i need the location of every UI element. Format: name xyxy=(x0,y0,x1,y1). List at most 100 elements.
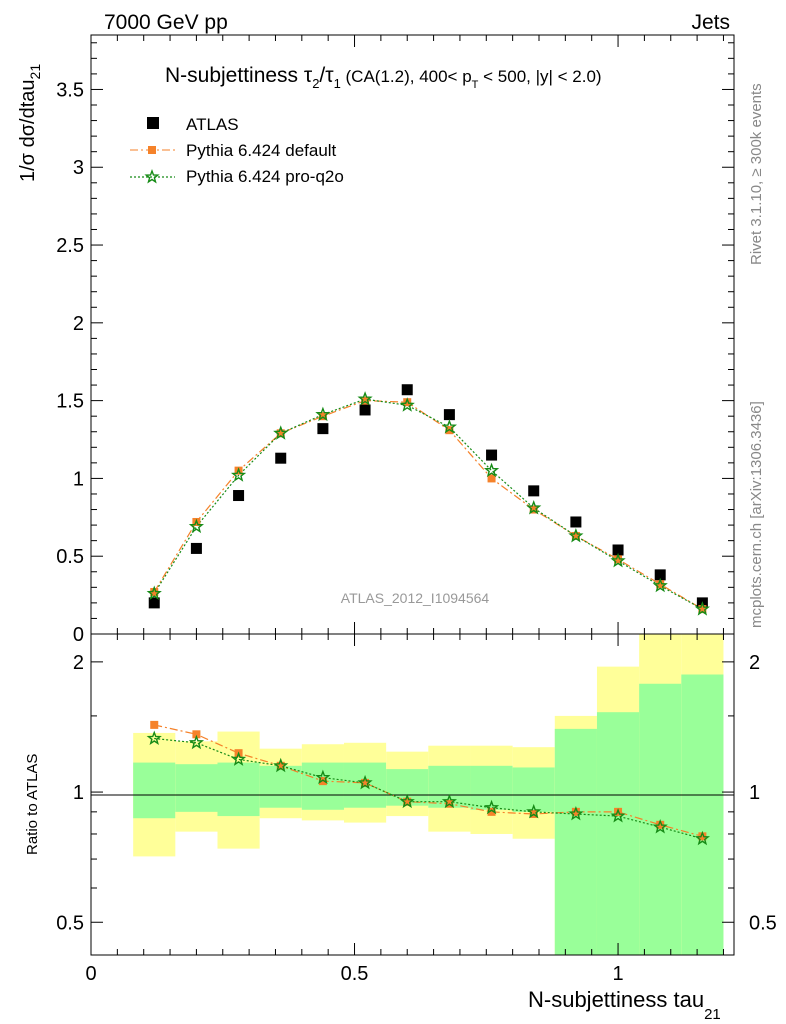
ratio-default-marker xyxy=(698,832,707,841)
star-marker xyxy=(146,585,162,601)
ratio-y-axis-label: Ratio to ATLAS xyxy=(24,754,41,855)
data-markers xyxy=(146,384,710,616)
atlas-data-point xyxy=(486,449,498,461)
default-marker xyxy=(276,429,285,438)
ratio-star-marker xyxy=(357,774,373,790)
legend-default-label: Pythia 6.424 default xyxy=(186,141,337,160)
default-marker xyxy=(361,396,370,405)
star-marker xyxy=(610,552,626,568)
main-y-tick-label: 3 xyxy=(73,157,84,179)
ratio-lines xyxy=(154,724,703,840)
main-y-tick-label: 3.5 xyxy=(56,79,84,101)
default-marker xyxy=(487,474,496,483)
ratio-star-marker xyxy=(694,830,710,846)
ratio-star-marker xyxy=(610,808,626,823)
atlas-data-point xyxy=(654,569,666,581)
atlas-data-point xyxy=(359,404,371,416)
green-band xyxy=(596,712,640,955)
atlas-data-point xyxy=(443,409,455,421)
legend-default-marker xyxy=(148,146,156,154)
ratio-default-marker xyxy=(361,778,370,787)
analysis-watermark: ATLAS_2012_I1094564 xyxy=(341,590,490,606)
main-y-tick-label: 1 xyxy=(73,468,84,490)
ratio-star-marker xyxy=(188,734,205,750)
default-marker xyxy=(614,555,623,564)
series-line-2 xyxy=(153,398,703,610)
x-tick-label: 0.5 xyxy=(341,963,369,985)
star-marker xyxy=(357,391,373,406)
mcplots-label: mcplots.cern.ch [arXiv:1306.3436] xyxy=(748,401,765,628)
star-marker xyxy=(188,518,205,534)
plot-title: N-subjettiness τ2/τ1 (CA(1.2), 400< pT <… xyxy=(165,64,602,91)
process-label: Jets xyxy=(691,11,730,34)
atlas-data-point xyxy=(275,452,287,464)
atlas-data-point xyxy=(317,423,329,435)
atlas-data-point xyxy=(612,544,624,556)
star-marker xyxy=(315,406,331,422)
ratio-y-tick-label-right: 2 xyxy=(749,652,760,674)
star-marker xyxy=(273,425,289,440)
ratio-star-marker xyxy=(146,730,162,745)
legend-proq2o-label: Pythia 6.424 pro-q2o xyxy=(186,167,344,186)
default-marker xyxy=(571,531,580,540)
main-panel: 0 0.5 1 1.5 2 2.5 3 3.5 N-subjettiness τ2/τ1 (C… xyxy=(17,34,735,646)
default-marker xyxy=(150,587,159,596)
ratio-default-marker xyxy=(571,807,580,816)
ratio-y-axis: 0.5 0.5 1 1 2 2 xyxy=(56,652,777,934)
rivet-version-label: Rivet 3.1.10, ≥ 300k events xyxy=(748,83,765,265)
legend: ATLAS Pythia 6.424 default Pythia 6.424 … xyxy=(130,115,344,186)
atlas-data-point xyxy=(190,542,202,554)
ratio-frame xyxy=(90,633,735,956)
main-y-tick-label: 2.5 xyxy=(56,235,84,257)
main-y-tick-label: 1.5 xyxy=(56,391,84,413)
main-y-tick-label: 0 xyxy=(73,624,84,646)
ratio-default-marker xyxy=(487,807,496,816)
main-y-axis: 0 0.5 1 1.5 2 2.5 3 3.5 xyxy=(56,42,734,646)
series-line-1 xyxy=(153,399,703,610)
legend-atlas-label: ATLAS xyxy=(186,115,239,134)
main-y-tick-label: 0.5 xyxy=(56,546,84,568)
star-marker xyxy=(568,527,584,543)
ratio-star-marker xyxy=(568,805,584,821)
x-axis-label: N-subjettiness tau21 xyxy=(528,987,721,1023)
green-band xyxy=(554,728,597,955)
x-tick-label: 1 xyxy=(612,963,623,985)
ratio-markers xyxy=(146,720,710,846)
atlas-data-point xyxy=(570,516,582,528)
ratio-star-marker xyxy=(483,799,500,815)
default-marker xyxy=(403,398,412,407)
ratio-star-marker xyxy=(526,803,542,819)
green-band xyxy=(175,764,218,812)
ratio-y-tick-label-right: 0.5 xyxy=(749,912,777,934)
green-band xyxy=(681,674,724,955)
atlas-data-point xyxy=(148,597,160,609)
star-marker xyxy=(694,601,710,616)
energy-label: 7000 GeV pp xyxy=(104,11,228,34)
green-band xyxy=(217,762,260,817)
main-x-ticks xyxy=(90,35,724,634)
ratio-y-tick-label: 2 xyxy=(73,652,84,674)
ratio-star-marker xyxy=(441,793,457,809)
legend-proq2o-star-icon xyxy=(144,169,160,184)
atlas-data-point xyxy=(528,485,540,497)
uncertainty-bands xyxy=(133,634,724,955)
ratio-star-marker xyxy=(230,751,247,766)
default-marker xyxy=(656,580,665,589)
ratio-star-marker xyxy=(652,819,668,834)
ratio-star-marker xyxy=(399,793,415,809)
default-marker xyxy=(318,412,327,421)
ratio-y-tick-label-right: 1 xyxy=(749,782,760,804)
green-band xyxy=(259,765,302,808)
ratio-default-marker xyxy=(276,761,285,770)
x-tick-label: 0 xyxy=(85,963,96,985)
legend-atlas-marker xyxy=(147,117,159,129)
star-marker xyxy=(441,419,457,434)
y-axis-label: 1/σ dσ/dtau21 xyxy=(17,64,43,182)
atlas-data-point xyxy=(401,384,413,396)
ratio-default-marker xyxy=(403,797,412,806)
ratio-default-marker xyxy=(150,720,159,729)
ratio-panel: 0.5 0.51 12 2 0 0.5 1 Ratio to ATLAS xyxy=(24,633,777,985)
atlas-data-point xyxy=(233,490,245,502)
star-marker xyxy=(230,467,247,482)
